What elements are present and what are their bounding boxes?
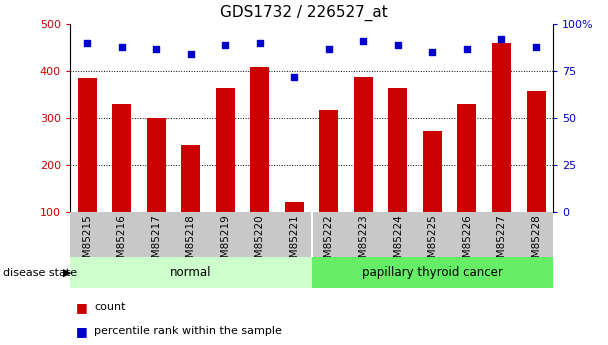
Bar [181,146,200,212]
Text: ▶: ▶ [63,268,71,277]
Text: GSM85216: GSM85216 [117,214,126,271]
Bar [423,131,442,212]
Text: count: count [94,302,126,312]
Point [531,44,541,49]
Text: GSM85224: GSM85224 [393,214,403,271]
Text: ■: ■ [76,325,88,338]
Text: GSM85227: GSM85227 [497,214,506,271]
Bar [527,91,545,212]
Point [117,44,126,49]
Point [255,40,264,46]
Text: GSM85223: GSM85223 [358,214,368,271]
Point [393,42,402,48]
Text: GSM85215: GSM85215 [82,214,92,271]
Point [324,46,334,51]
Bar [70,257,311,288]
Text: GSM85218: GSM85218 [186,214,196,271]
Text: GSM85220: GSM85220 [255,214,265,271]
Point [186,51,196,57]
Bar [354,77,373,212]
Bar [319,110,339,212]
Bar [147,118,166,212]
Point [151,46,161,51]
Point [289,74,299,80]
Bar [216,88,235,212]
Bar [112,104,131,212]
Point [359,38,368,44]
Text: GSM85221: GSM85221 [289,214,299,271]
Bar [250,67,269,212]
Point [82,40,92,46]
Text: disease state: disease state [3,268,77,277]
Text: GSM85225: GSM85225 [427,214,437,271]
Text: GSM85222: GSM85222 [324,214,334,271]
Point [427,50,437,55]
Point [462,46,472,51]
Text: GSM85219: GSM85219 [220,214,230,271]
Bar [311,257,553,288]
Text: papillary thyroid cancer: papillary thyroid cancer [362,266,503,279]
Text: ■: ■ [76,300,88,314]
Text: percentile rank within the sample: percentile rank within the sample [94,326,282,336]
Text: normal: normal [170,266,212,279]
Bar [389,88,407,212]
Bar [492,43,511,212]
Bar [285,202,304,212]
Text: GDS1732 / 226527_at: GDS1732 / 226527_at [220,5,388,21]
Text: GSM85226: GSM85226 [462,214,472,271]
Bar [78,78,97,212]
Point [497,37,506,42]
Text: GSM85217: GSM85217 [151,214,161,271]
Text: GSM85228: GSM85228 [531,214,541,271]
Bar [457,104,477,212]
Point [221,42,230,48]
